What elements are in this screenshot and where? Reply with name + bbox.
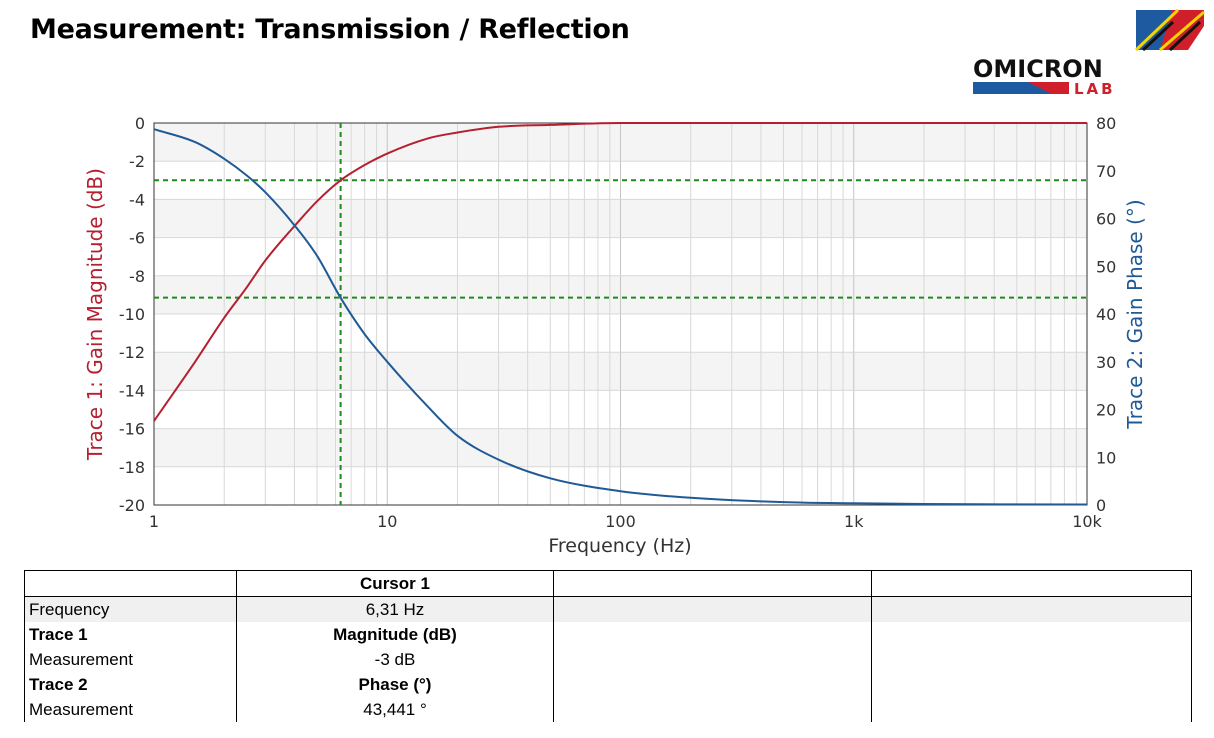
x-axis-label: Frequency (Hz): [548, 535, 691, 557]
x-tick-label: 1k: [844, 512, 864, 531]
y2-tick-label: 40: [1096, 305, 1116, 324]
header-cell: [553, 570, 872, 597]
header-cell: [24, 570, 237, 597]
row-label: Trace 1: [24, 622, 237, 647]
frequency-response-chart: 1 10 100 1k 10k0-2-4-6-8-10-12-14-16-18-2080…: [83, 114, 1147, 557]
row-label: Measurement: [24, 647, 237, 672]
row-empty-cell: [553, 672, 872, 697]
y-tick-label: -14: [119, 381, 145, 400]
row-empty-cell: [553, 622, 872, 647]
row-empty-cell: [871, 647, 1192, 672]
table-row: Measurement -3 dB: [24, 647, 1192, 672]
row-value: Magnitude (dB): [236, 622, 554, 647]
header-cell-cursor-1: Cursor 1: [236, 570, 554, 597]
series-line-trace1: [153, 122, 1087, 422]
table-row: Trace 2 Phase (°): [24, 672, 1192, 697]
x-tick-label: 10: [377, 512, 397, 531]
row-empty-cell: [871, 672, 1192, 697]
y2-tick-label: 0: [1096, 496, 1106, 515]
y-tick-label: 0: [135, 114, 145, 133]
header-cell: [871, 570, 1192, 597]
table-row: Trace 1 Magnitude (dB): [24, 622, 1192, 647]
logo-lab-text: LAB: [1074, 80, 1116, 98]
y2-tick-label: 10: [1096, 448, 1116, 467]
y-tick-label: -6: [129, 229, 145, 248]
y-tick-label: -4: [129, 190, 145, 209]
y-tick-label: -18: [119, 458, 145, 477]
y-tick-label: -16: [119, 420, 145, 439]
table-row: Frequency 6,31 Hz: [24, 596, 1192, 622]
logo-omicron-text: OMICRON: [973, 55, 1103, 83]
row-empty-cell: [553, 647, 872, 672]
row-value: -3 dB: [236, 647, 554, 672]
y-tick-label: -20: [119, 496, 145, 515]
y2-tick-label: 80: [1096, 114, 1116, 133]
cursor-table-header: Cursor 1: [24, 570, 1192, 597]
y-tick-label: -10: [119, 305, 145, 324]
row-label: Measurement: [24, 697, 237, 722]
y-tick-label: -12: [119, 343, 145, 362]
y-axis-label: Trace 1: Gain Magnitude (dB): [83, 168, 107, 461]
row-value: 6,31 Hz: [236, 596, 554, 622]
x-tick-label: 100: [605, 512, 636, 531]
table-row: Measurement 43,441 °: [24, 697, 1192, 722]
row-label: Trace 2: [24, 672, 237, 697]
cursor-table: Cursor 1 Frequency 6,31 Hz Trace 1 Magnitud…: [24, 570, 1192, 722]
x-tick-label: 1: [149, 512, 159, 531]
y2-axis-label: Trace 2: Gain Phase (°): [1123, 199, 1147, 429]
y2-tick-label: 70: [1096, 162, 1116, 181]
y2-tick-label: 20: [1096, 401, 1116, 420]
y-tick-label: -8: [129, 267, 145, 286]
row-empty-cell: [871, 596, 1192, 622]
row-label: Frequency: [24, 596, 237, 622]
row-empty-cell: [553, 697, 872, 722]
y2-tick-label: 60: [1096, 210, 1116, 229]
row-empty-cell: [553, 596, 872, 622]
row-empty-cell: [871, 622, 1192, 647]
series-line-trace2: [153, 128, 1088, 506]
row-empty-cell: [871, 697, 1192, 722]
y2-tick-label: 30: [1096, 353, 1116, 372]
omicron-lab-logo: OMICRON LAB: [973, 8, 1205, 98]
page-title: Measurement: Transmission / Reflection: [30, 14, 630, 45]
row-value: Phase (°): [236, 672, 554, 697]
x-tick-label: 10k: [1072, 512, 1102, 531]
row-value: 43,441 °: [236, 697, 554, 722]
y-tick-label: -2: [129, 152, 145, 171]
y2-tick-label: 50: [1096, 257, 1116, 276]
